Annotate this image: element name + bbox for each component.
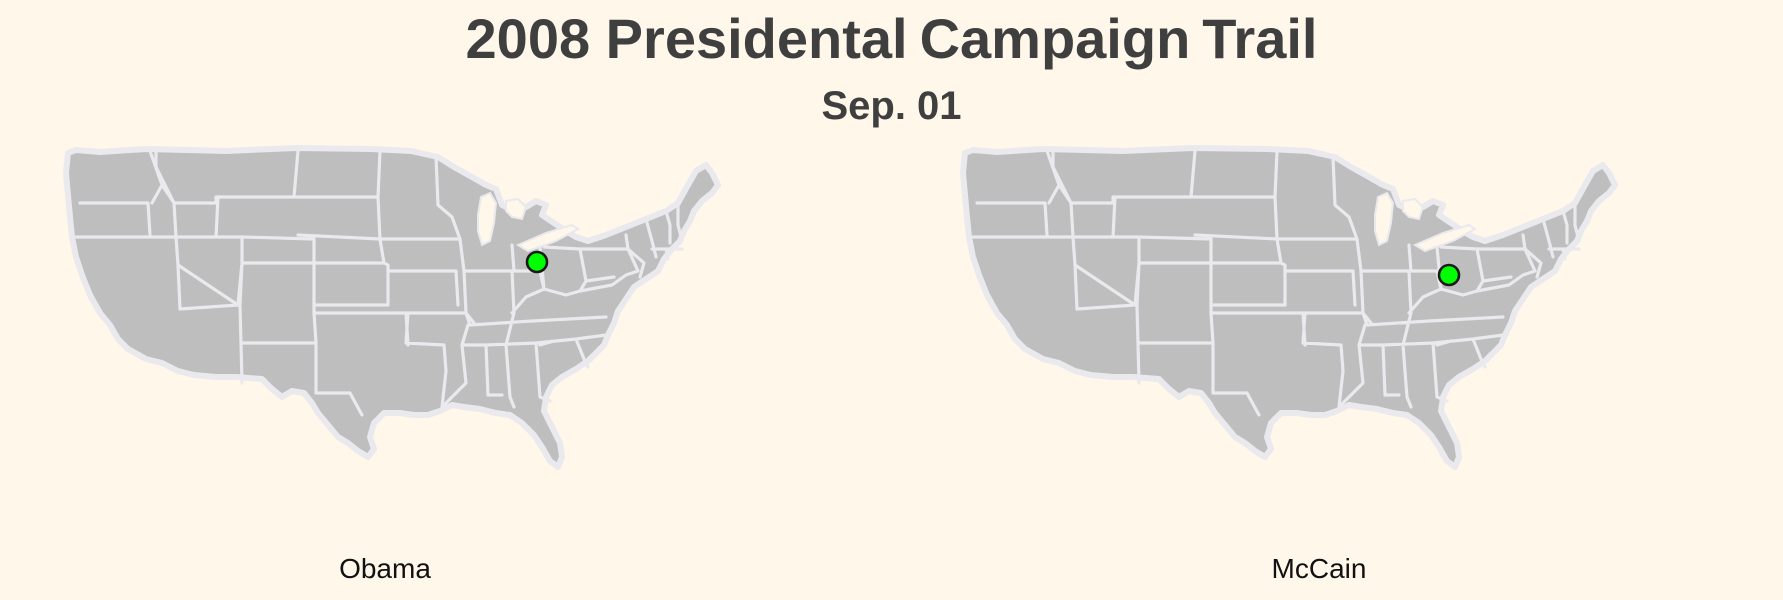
obama-map-panel [63,145,806,545]
lake-michigan [477,191,498,247]
us-states-group [63,145,721,470]
state-borders [971,149,1581,417]
title-part-2: Campaign [919,7,1191,70]
lake-erie [1412,223,1477,253]
lake-michigan [1374,191,1395,247]
state-borders [74,149,684,417]
date-subtitle: Sep. 01 [821,84,962,128]
mccain-us-map [960,145,1618,470]
mccain-label: McCain [1271,553,1367,584]
title-part-3: Trail [1202,7,1318,70]
mccain-map-panel [960,145,1703,545]
us-mainland [63,145,721,470]
lake-huron [505,197,528,221]
lake-huron [1402,197,1425,221]
obama-location-marker [525,250,549,274]
obama-label: Obama [339,553,431,584]
chart-title: 2008 Presidental Campaign Trail [0,6,1783,72]
mccain-location-marker [1437,263,1461,287]
obama-us-map [63,145,721,470]
lake-erie [515,223,580,253]
us-states-group [960,145,1618,470]
title-part-1: 2008 Presidental [465,7,908,70]
us-mainland [960,145,1618,470]
